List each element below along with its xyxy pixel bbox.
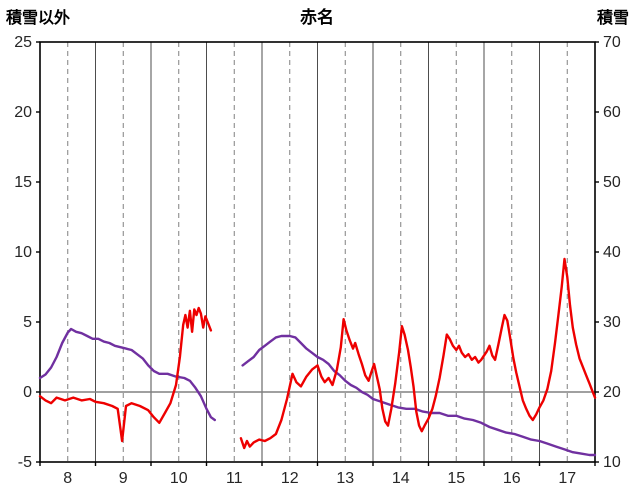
right-axis-tick-label: 10 [603,454,621,471]
left-axis-tick-label: 25 [14,34,32,51]
x-axis-tick-label: 9 [119,470,128,487]
x-axis-tick-label: 10 [170,470,188,487]
x-axis-tick-label: 12 [281,470,299,487]
x-axis-tick-label: 17 [558,470,576,487]
x-axis-tick-label: 16 [503,470,521,487]
x-axis-tick-label: 8 [63,470,72,487]
right-axis-tick-label: 30 [603,314,621,331]
left-axis-title: 積雪以外 [5,8,70,27]
x-axis-tick-label: 15 [447,470,465,487]
purple-line [38,327,217,422]
right-axis-tick-label: 60 [603,104,621,121]
x-axis-tick-label: 13 [336,470,354,487]
left-axis-tick-label: -5 [18,454,32,471]
right-axis-title: 積雪 [596,8,629,27]
x-axis-tick-label: 14 [392,470,410,487]
left-axis-tick-label: 20 [14,104,32,121]
left-axis-tick-label: 5 [23,314,32,331]
right-axis-tick-label: 40 [603,244,621,261]
x-axis-tick-label: 11 [226,470,243,487]
red-line [38,306,213,443]
right-axis-tick-label: 70 [603,34,621,51]
right-axis-tick-label: 50 [603,174,621,191]
purple-line [241,334,597,457]
chart-title: 赤名 [300,7,334,27]
red-line [239,257,597,450]
left-axis-tick-label: 10 [14,244,32,261]
left-axis-tick-label: 15 [14,174,32,191]
left-axis-tick-label: 0 [23,384,32,401]
right-axis-tick-label: 20 [603,384,621,401]
